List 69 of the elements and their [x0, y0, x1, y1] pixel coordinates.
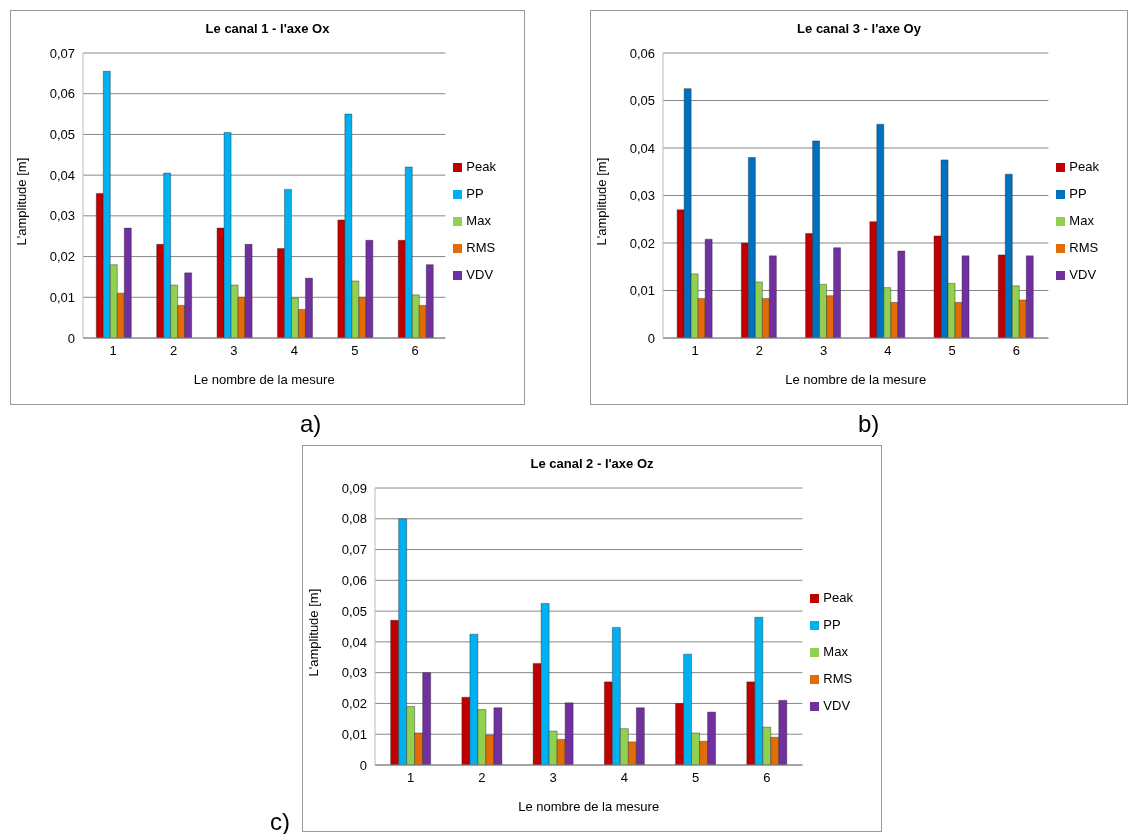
x-tick-label: 6 [411, 343, 419, 359]
y-tick-label: 0,03 [629, 188, 655, 204]
x-tick-label: 5 [948, 343, 956, 359]
x-tick-label: 3 [549, 770, 557, 786]
x-tick-label: 2 [169, 343, 178, 359]
y-tick-label: 0 [359, 757, 367, 773]
y-tick-label: 0 [67, 330, 75, 346]
legend-label: Peak [466, 159, 496, 174]
y-tick-label: 0,08 [341, 511, 367, 527]
legend-label: Peak [823, 590, 853, 605]
legend-label: VDV [466, 267, 494, 282]
legend-label: Max [1069, 213, 1094, 228]
y-tick-label: 0,02 [49, 249, 75, 265]
y-tick-label: 0 [647, 330, 655, 346]
y-axis-title: L'amplitude [m] [305, 588, 321, 677]
y-tick-label: 0,07 [49, 45, 75, 61]
y-tick-label: 0,07 [341, 542, 367, 558]
legend-label: VDV [1069, 267, 1097, 282]
legend-label: RMS [466, 240, 496, 255]
text: b) [858, 410, 880, 438]
y-tick-label: 0,03 [341, 665, 367, 681]
y-tick-label: 0,01 [49, 289, 75, 305]
y-tick-label: 0,06 [49, 86, 75, 102]
x-tick-label: 1 [691, 343, 699, 359]
x-axis-title: Le nombre de la mesure [785, 372, 927, 387]
y-tick-label: 0,05 [49, 127, 75, 143]
x-axis-title: Le nombre de la mesure [518, 799, 660, 814]
x-tick-label: 5 [351, 343, 359, 359]
x-tick-label: 3 [230, 343, 238, 359]
chart-title: Le canal 1 - l'axe Ox [204, 21, 331, 38]
legend-label: RMS [1069, 240, 1099, 255]
legend-label: Peak [1069, 159, 1099, 174]
y-tick-label: 0,05 [341, 603, 367, 619]
x-tick-label: 4 [620, 770, 628, 786]
y-tick-label: 0,09 [341, 480, 367, 496]
x-tick-label: 1 [407, 770, 415, 786]
x-tick-label: 5 [691, 770, 700, 786]
y-tick-label: 0,01 [341, 726, 367, 742]
y-tick-label: 0,06 [341, 572, 367, 588]
legend-label: PP [823, 617, 841, 632]
y-axis-title: L'amplitude [m] [593, 157, 609, 246]
y-tick-label: 0,03 [49, 208, 75, 224]
legend-label: PP [1069, 186, 1087, 201]
chart-title: Le canal 3 - l'axe Oy [796, 21, 922, 38]
x-tick-label: 6 [763, 770, 771, 786]
x-axis-title: Le nombre de la mesure [193, 372, 335, 387]
x-tick-label: 2 [755, 343, 763, 359]
y-tick-label: 0,02 [629, 235, 655, 251]
legend-label: RMS [823, 671, 853, 686]
legend-label: VDV [823, 698, 851, 713]
y-tick-label: 0,04 [49, 167, 75, 183]
y-tick-label: 0,05 [629, 93, 655, 109]
x-tick-label: 1 [109, 343, 117, 359]
y-tick-label: 0,02 [341, 696, 367, 712]
x-tick-label: 4 [290, 343, 298, 359]
y-tick-label: 0,01 [629, 283, 655, 299]
legend-label: Max [466, 213, 491, 228]
y-axis-title: L'amplitude [m] [13, 157, 29, 246]
x-tick-label: 2 [478, 770, 486, 786]
legend-label: PP [466, 186, 484, 201]
y-tick-label: 0,04 [629, 140, 655, 156]
x-tick-label: 6 [1012, 343, 1020, 359]
y-tick-label: 0,04 [341, 634, 367, 650]
chart-title: Le canal 2 - l'axe Oz [529, 456, 655, 473]
x-tick-label: 4 [884, 343, 892, 359]
y-tick-label: 0,06 [629, 45, 655, 61]
legend-label: Max [823, 644, 848, 659]
text: a) [300, 410, 322, 438]
x-tick-label: 3 [819, 343, 828, 359]
